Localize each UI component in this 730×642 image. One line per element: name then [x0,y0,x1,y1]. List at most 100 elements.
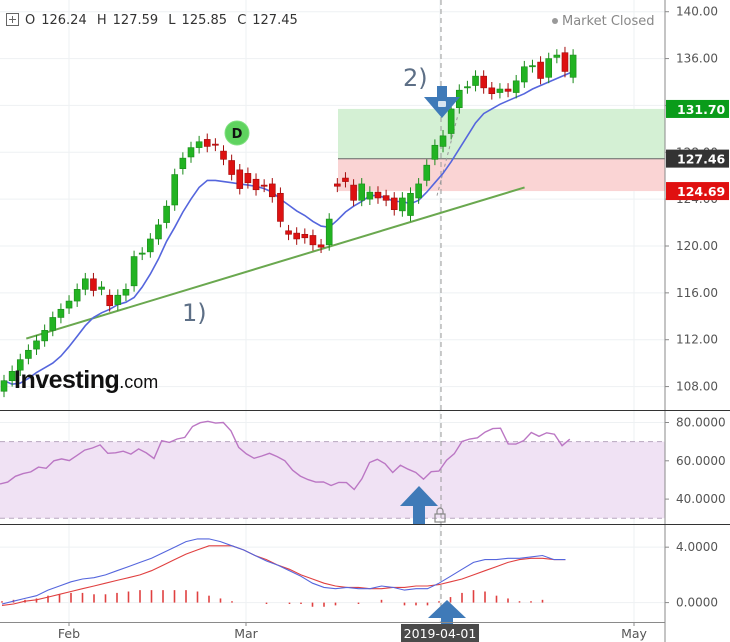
price-label-bg [666,149,729,168]
y-tick-label: 140.00 [676,5,718,19]
candle-body [236,169,244,189]
trade-zones [338,108,665,196]
candle-body [33,340,40,350]
candle-body [8,371,16,382]
candle-body [415,183,422,199]
candles-layer [0,46,577,398]
market-status: Market Closed [552,14,655,29]
price-label-bg [666,99,729,118]
candle-body [147,238,154,253]
candle-body [285,230,292,235]
candle-body [423,164,431,181]
candle-body [220,150,227,160]
candle-body [163,205,170,223]
candle-body [309,235,317,246]
y-tick-label: 112.00 [676,333,718,347]
price-label-target: 131.70 [677,102,726,117]
candle-body [480,75,487,89]
ohlc-readout: O 126.24 H 127.59 L 125.85 C 127.45 [6,13,304,28]
macd-line [1,538,566,605]
candle-body [407,192,414,216]
logo-main: Investing [14,366,120,394]
rsi-line [0,420,571,491]
candle-body [268,183,276,198]
candle-body [569,54,577,78]
annotations-layer: 1) 2) D [182,64,466,625]
market-status-label: Market Closed [562,14,655,29]
y-tick-label: 108.00 [676,380,718,394]
candle-body [537,61,544,79]
ohlc-high-label: H [96,13,107,28]
y-tick-label: 136.00 [676,52,718,66]
ohlc-low-label: L [168,13,176,28]
plus-icon[interactable] [6,13,19,26]
candle-body [122,289,130,296]
candle-body [358,183,366,201]
moving-average-line [3,70,574,386]
arrow-up-icon [428,600,466,625]
candle-body [561,52,569,72]
candle-body [25,349,32,359]
x-tick-label: Mar [234,626,258,641]
candle-body [155,224,162,240]
candle-body [277,192,284,222]
candle-body [521,66,528,83]
signal-line [1,545,566,606]
candle-body [82,278,89,290]
candle-body [390,197,398,210]
candle-body [49,317,57,331]
rsi-band [0,441,665,519]
trendline-layer [25,186,525,340]
investing-logo: Investing.com [14,366,158,395]
candle-body [228,160,235,175]
candle-body [65,300,73,309]
candle-body [130,256,138,287]
arrow-down-icon [424,86,460,118]
candle-body [98,286,105,290]
rsi-tick-label: 40.0000 [676,492,726,506]
ohlc-high-value: 127.59 [112,13,159,28]
candle-body [553,54,561,58]
candle-body [0,380,8,392]
candle-body [545,58,553,78]
candle-body [496,88,504,93]
candle-body [366,191,374,200]
rsi-band-fill [0,441,665,519]
y-tick-label: 120.00 [676,239,718,253]
candle-body [350,184,357,201]
candle-body [504,88,512,92]
candle-body [244,173,252,184]
candle-body [512,80,520,93]
ohlc-close-value: 127.45 [252,13,298,28]
candle-body [203,139,211,147]
price-label-bg [666,182,729,201]
candle-body [488,87,496,95]
candle-body [464,86,471,89]
x-tick-label: Feb [58,626,80,641]
price-label-current: 127.46 [677,152,726,167]
candle-body [472,75,479,86]
y-tick-label: 116.00 [676,286,718,300]
macd-tick-label: 4.0000 [676,540,718,554]
candle-body [90,278,97,291]
candle-body [293,232,300,240]
candle-body [171,174,179,206]
candle-body [399,197,406,212]
price-label-stop: 124.69 [677,184,725,199]
candle-body [114,294,122,305]
macd-tick-label: 0.0000 [676,596,718,610]
dividend-marker-label: D [232,127,243,142]
candle-body [325,218,333,246]
candle-body [439,135,447,147]
candle-body [431,144,439,160]
stop-zone [338,158,665,192]
label-2: 2) [403,64,428,92]
macd-layer [1,538,566,607]
dividend-marker[interactable] [224,120,250,146]
candle-body [374,191,382,199]
candle-body [252,178,260,191]
candle-body [106,294,113,307]
candle-body [212,143,219,146]
